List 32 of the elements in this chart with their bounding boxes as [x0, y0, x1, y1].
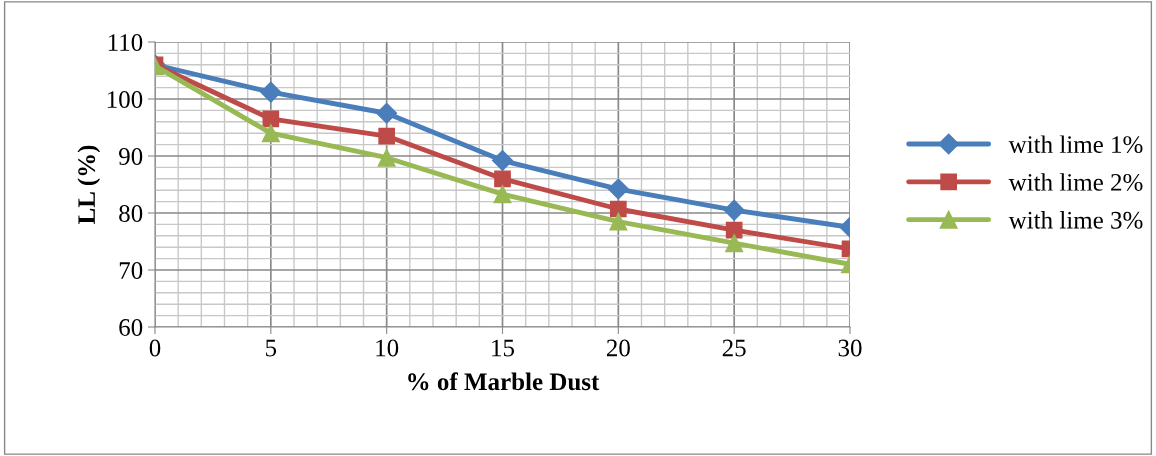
x-tick-label: 5	[266, 339, 277, 357]
point	[376, 102, 398, 124]
legend-label: with lime 3%	[1008, 211, 1143, 229]
point	[609, 200, 627, 218]
x-tick-label: 0	[149, 339, 161, 357]
legend-label: with lime 1%	[1008, 135, 1143, 154]
legend-label: with lime 2%	[1008, 173, 1143, 191]
point	[262, 110, 280, 128]
point	[377, 148, 396, 167]
y-tick-label: 100	[107, 91, 143, 108]
point	[609, 212, 628, 231]
x-tick-label: 30	[838, 339, 862, 357]
x-tick-label: 10	[376, 339, 399, 357]
y-tick-label: 90	[119, 148, 143, 165]
point	[723, 199, 745, 221]
y-tick-label: 110	[108, 34, 143, 51]
point	[607, 178, 629, 200]
point	[491, 150, 514, 172]
point	[493, 185, 512, 204]
y-tick-label: 80	[119, 205, 143, 222]
y-tick-label: 60	[119, 319, 143, 336]
y-axis-title: LL (%)	[77, 145, 101, 225]
point	[494, 170, 511, 188]
x-tick-label: 15	[492, 339, 515, 357]
y-tick-label: 70	[119, 262, 143, 279]
x-tick-label: 20	[606, 339, 630, 357]
point	[378, 127, 396, 145]
point	[725, 234, 744, 253]
x-axis-title: % of Marble Dust	[408, 372, 600, 391]
point	[260, 81, 282, 103]
x-tick-label: 25	[722, 339, 746, 357]
point	[261, 124, 280, 143]
